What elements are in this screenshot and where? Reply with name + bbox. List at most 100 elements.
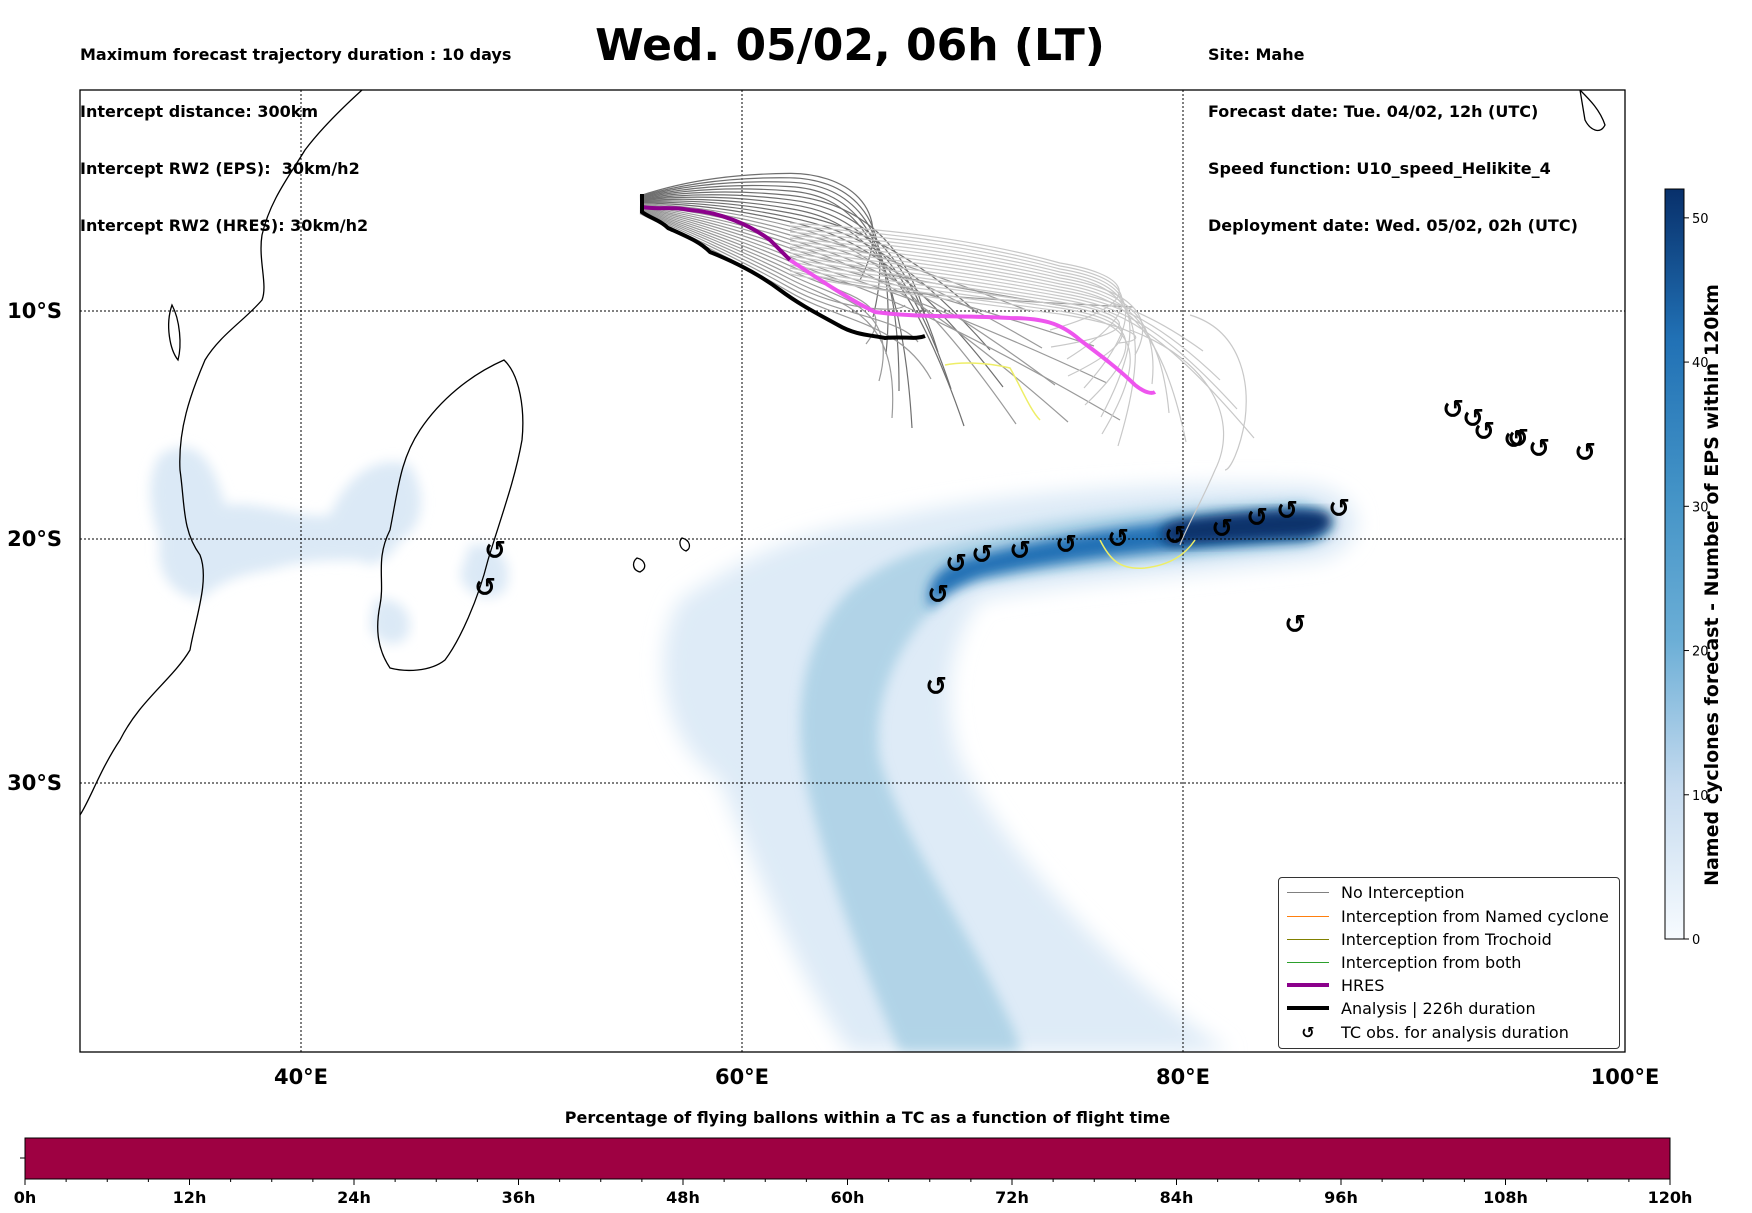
legend-swatch	[1287, 983, 1329, 987]
ensemble-trajectory	[639, 194, 939, 353]
flight-time-tick-label: 36h	[502, 1188, 536, 1207]
legend-label: Analysis | 226h duration	[1341, 998, 1536, 1018]
ensemble-trajectory	[789, 258, 1255, 439]
legend-item-trochoid: Interception from Trochoid	[1287, 928, 1552, 950]
legend-item-named-cyclone: Interception from Named cyclone	[1287, 905, 1609, 927]
colorbar-tick-label: 50	[1692, 212, 1709, 227]
tc-symbol-icon: ↺	[1473, 417, 1495, 447]
ensemble-trajectory	[789, 237, 1144, 356]
ensemble-trajectory	[789, 234, 1136, 447]
ensemble-trajectory	[639, 211, 906, 310]
tc-symbol-icon: ↺	[1246, 503, 1268, 533]
ensemble-trajectory	[789, 267, 1127, 406]
ensemble-trajectory	[639, 211, 894, 419]
header-right-line: Site: Mahe	[1208, 45, 1305, 64]
tc-symbol-icon: ↺	[1276, 496, 1298, 526]
ensemble-trajectory	[789, 252, 1221, 381]
lon-label-80: 80°E	[1156, 1065, 1210, 1089]
flight-time-ticks: 0h 12h 24h 36h 48h 60h 72h 84h 96h 108h 120h	[14, 1179, 1693, 1207]
lat-label-20s: 20°S	[7, 527, 62, 551]
legend-label: Interception from both	[1341, 952, 1522, 972]
ensemble-trajectory	[1189, 314, 1247, 471]
coastline-comoros	[168, 303, 181, 362]
ensemble-trajectory	[639, 188, 913, 429]
tc-symbol-icon: ↺	[484, 536, 506, 566]
eps-density-field	[150, 447, 1357, 1052]
map-title: Wed. 05/02, 06h (LT)	[595, 20, 1105, 71]
ensemble-trajectory	[639, 202, 1004, 388]
map-frame	[79, 89, 1626, 1053]
legend-label: TC obs. for analysis duration	[1341, 1022, 1569, 1042]
flight-time-tick-label: 108h	[1483, 1188, 1528, 1207]
ensemble-trajectory	[639, 207, 1095, 347]
lat-label-10s: 10°S	[7, 299, 62, 323]
tc-symbol-icon: ↺	[945, 549, 967, 579]
ensemble-trajectory	[639, 200, 978, 314]
legend-swatch	[1287, 1006, 1329, 1010]
coastlines	[80, 90, 1606, 816]
ensemble-trajectory	[789, 261, 1120, 348]
tc-symbol-icon: ↺	[1442, 395, 1464, 425]
ensemble-trajectory	[789, 264, 1123, 377]
tc-symbol-icon: ↺	[927, 580, 949, 610]
header-left-line: Intercept distance: 300km	[80, 102, 319, 121]
colorbar: 0 10 20 30 40 50	[1664, 188, 1709, 948]
tc-symbol-icon: ↺	[474, 573, 496, 603]
header-right-line: Deployment date: Wed. 05/02, 02h (UTC)	[1208, 216, 1578, 235]
density-peak-region	[1161, 510, 1332, 545]
legend-swatch	[1287, 938, 1329, 940]
trochoid-trajectory-1	[944, 362, 1041, 421]
header-left-line: Intercept RW2 (HRES): 30km/h2	[80, 216, 369, 235]
colorbar-ramp	[1664, 188, 1685, 940]
lon-label-40: 40°E	[274, 1065, 328, 1089]
density-patch-madagascar-s	[370, 599, 410, 644]
flight-time-tick-label: 48h	[666, 1188, 700, 1207]
colorbar-tick-label: 20	[1692, 645, 1709, 660]
hres-trajectory-light	[788, 258, 1157, 395]
legend-swatch	[1287, 961, 1329, 963]
ensemble-trajectory	[789, 270, 1131, 435]
flight-time-bar: 0h 12h 24h 36h 48h 60h 72h 84h 96h 108h 120h	[14, 1137, 1693, 1207]
header-left-line: Maximum forecast trajectory duration : 1…	[80, 45, 512, 64]
ensemble-trajectory	[789, 225, 1123, 360]
legend-label: Interception from Named cyclone	[1341, 906, 1609, 926]
tc-symbol-icon: ↺	[1009, 536, 1031, 566]
map-legend: No Interception Interception from Named …	[1278, 877, 1620, 1049]
coastline-reunion	[632, 557, 646, 573]
ensemble-trajectory	[789, 255, 1238, 410]
tc-symbol-icon: ↺	[1328, 494, 1350, 524]
lat-label-30s: 30°S	[7, 771, 62, 795]
ensemble-trajectory	[639, 204, 1043, 349]
ensemble-trajectory	[639, 208, 1121, 421]
flight-time-tick-label: 96h	[1324, 1188, 1358, 1207]
ensemble-trajectories	[639, 172, 1255, 546]
legend-label: Interception from Trochoid	[1341, 929, 1552, 949]
flight-time-tick-label: 0h	[14, 1188, 37, 1207]
legend-label: No Interception	[1341, 882, 1465, 902]
tc-symbol-icon: ↺	[1107, 524, 1129, 554]
tc-symbol-icon: ↺	[1301, 1022, 1315, 1042]
hres-trajectory-dark	[641, 205, 792, 262]
colorbar-tick-label: 40	[1692, 356, 1709, 371]
tc-symbol-icon: ↺	[1507, 424, 1529, 454]
colorbar-ticks: 0 10 20 30 40 50	[1684, 212, 1709, 948]
legend-item-analysis: Analysis | 226h duration	[1287, 997, 1536, 1019]
flight-time-tick-label: 60h	[831, 1188, 865, 1207]
tc-symbol-icon: ↺	[1528, 434, 1550, 464]
tc-symbol-icon: ↺	[1211, 514, 1233, 544]
header-right-line: Speed function: U10_speed_Helikite_4	[1208, 159, 1551, 178]
flight-time-tick-label: 24h	[337, 1188, 371, 1207]
ensemble-trajectory	[789, 231, 1131, 418]
tc-symbol-icon: ↺	[1284, 610, 1306, 640]
coastline-sri-lanka	[1579, 90, 1606, 132]
density-mid-region	[800, 500, 1334, 1052]
ensemble-trajectory	[639, 210, 884, 382]
flight-time-tick-label: 120h	[1648, 1188, 1693, 1207]
flight-time-bar-fill	[24, 1137, 1671, 1180]
colorbar-label-text: Named cyclones forecast - Number of EPS …	[1701, 284, 1723, 886]
density-patch-madagascar-e	[460, 544, 509, 598]
coastline-madagascar	[377, 359, 524, 672]
colorbar-tick-label: 0	[1692, 933, 1700, 948]
ensemble-trajectory	[789, 273, 1137, 344]
ensemble-trajectory	[789, 228, 1127, 389]
